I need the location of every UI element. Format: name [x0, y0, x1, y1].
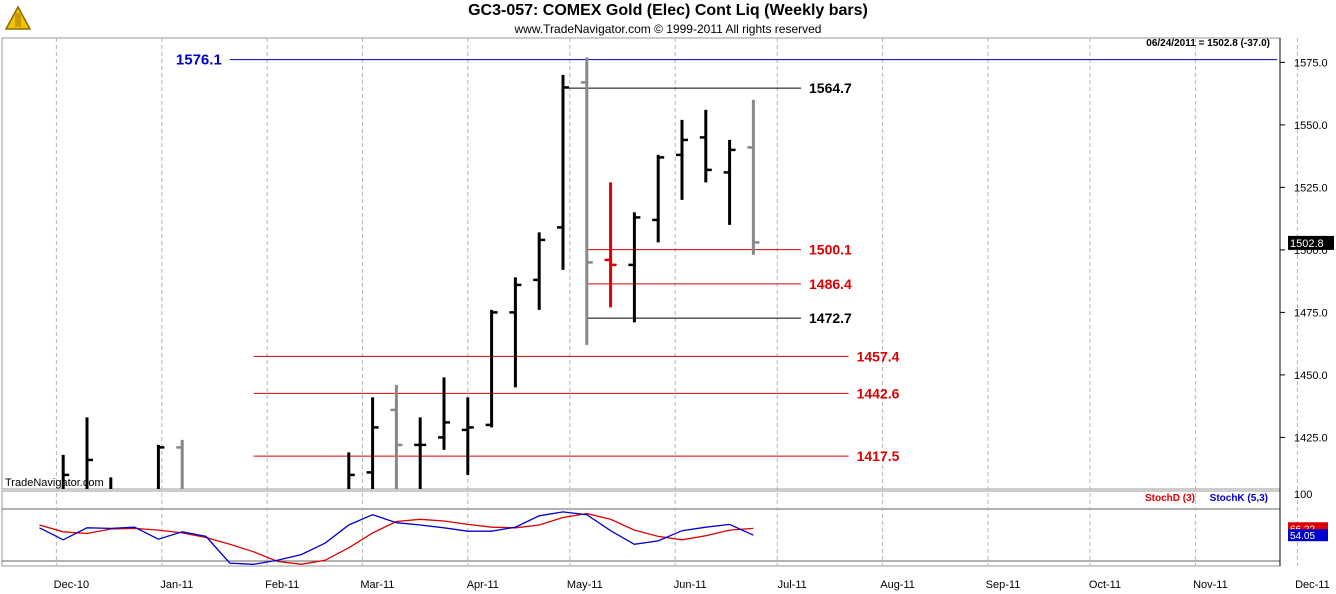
x-tick-label: Aug-11: [880, 579, 915, 591]
level-label-1442-6: 1442.6: [857, 385, 900, 401]
ohlc-bar: [533, 232, 546, 310]
ohlc-bar: [580, 57, 593, 345]
y-tick-label: 1525.0: [1294, 182, 1328, 194]
ohlc-bar: [509, 277, 522, 388]
last-info-text: 06/24/2011 = 1502.8 (-37.0): [1146, 38, 1270, 49]
ohlc-bar: [723, 139, 736, 225]
ohlc-bar: [604, 182, 617, 308]
legend-stochD: StochD (3): [1145, 493, 1195, 504]
x-tick-label: May-11: [567, 579, 603, 591]
price-panel-frame: [1, 37, 1281, 490]
ohlc-bar: [176, 439, 184, 489]
x-tick-label: Nov-11: [1193, 579, 1228, 591]
x-tick-label: Feb-11: [265, 579, 299, 591]
ind-y-tick-label: 100: [1294, 489, 1312, 501]
x-tick-label: Oct-11: [1089, 579, 1121, 591]
ohlc-bar: [414, 417, 427, 489]
ohlc-bar: [676, 119, 688, 200]
y-tick-label: 1425.0: [1294, 432, 1328, 444]
y-tick-label: 1450.0: [1294, 370, 1328, 382]
ohlc-bar: [61, 454, 70, 489]
ohlc-bar: [652, 154, 665, 243]
y-tick-label: 1575.0: [1294, 57, 1328, 69]
ohlc-bar: [366, 397, 379, 489]
x-tick-label: Apr-11: [467, 579, 499, 591]
level-label-1457-4: 1457.4: [857, 348, 900, 364]
level-label-1576-1: 1576.1: [176, 52, 222, 69]
stochK-last-value: 54.05: [1290, 531, 1315, 542]
ohlc-bar: [156, 444, 165, 489]
stochK-line: [39, 511, 754, 565]
ohlc-bar: [557, 74, 569, 270]
x-tick-label: Sep-11: [986, 579, 1021, 591]
level-label-1564-7: 1564.7: [809, 80, 852, 96]
ohlc-bar: [628, 212, 641, 323]
stochK-last-box: [1288, 529, 1328, 542]
level-label-1500-1: 1500.1: [809, 242, 852, 258]
ohlc-bar: [485, 309, 498, 428]
last-price-box: [1288, 235, 1334, 250]
ohlc-bar: [747, 99, 760, 255]
ohlc-bar: [85, 417, 93, 489]
ohlc-bar: [390, 384, 403, 489]
y-tick-label: 1475.0: [1294, 307, 1328, 319]
ohlc-bar: [461, 397, 474, 475]
ohlc-bar: [438, 377, 450, 450]
watermark-text: TradeNavigator.com: [5, 477, 104, 489]
x-tick-label: Jun-11: [674, 579, 707, 591]
level-label-1486-4: 1486.4: [809, 276, 852, 292]
copyright-text: www.TradeNavigator.com © 1999-2011 All r…: [514, 22, 822, 36]
x-tick-label: Jul-11: [778, 579, 807, 591]
stochD-line: [39, 512, 754, 565]
indicator-panel-frame: [1, 490, 1281, 567]
x-tick-label: Mar-11: [360, 579, 394, 591]
x-tick-label: Dec-11: [1295, 579, 1330, 591]
ohlc-bar: [347, 452, 355, 489]
chart-title: GC3-057: COMEX Gold (Elec) Cont Liq (Wee…: [468, 2, 868, 19]
level-label-1417-5: 1417.5: [857, 448, 900, 464]
level-label-1472-7: 1472.7: [809, 310, 852, 326]
x-tick-label: Jan-11: [160, 579, 193, 591]
y-tick-label: 1550.0: [1294, 120, 1328, 132]
tradenavigator-logo-icon: [4, 3, 32, 33]
x-tick-label: Dec-10: [54, 579, 89, 591]
legend-stochK: StochK (5,3): [1210, 493, 1268, 504]
ohlc-bar: [699, 109, 712, 183]
last-price-label: 1502.8: [1290, 238, 1324, 250]
